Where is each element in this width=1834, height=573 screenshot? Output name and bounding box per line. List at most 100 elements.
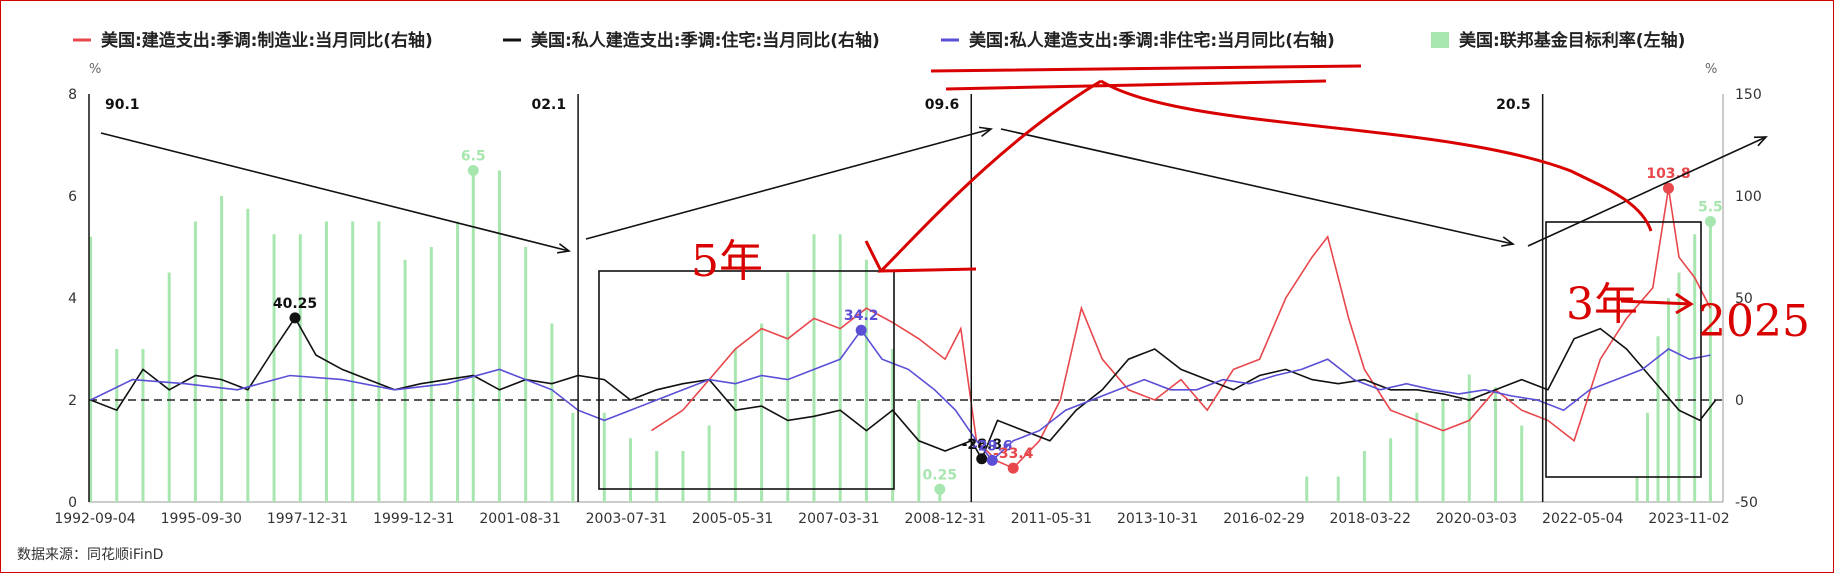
rate-bar-43 (1635, 476, 1639, 502)
x-tick-7: 2007-03-31 (798, 511, 879, 527)
rate-bar-33 (938, 489, 942, 502)
rate-bar-26 (760, 323, 764, 502)
right-tick-1: 0 (1735, 393, 1744, 409)
series-line-1 (90, 316, 1717, 461)
handwritten-curve-arrow-1 (1100, 79, 1653, 232)
right-tick-3: 100 (1735, 189, 1762, 205)
rate-bar-38 (1415, 412, 1419, 502)
rate-bar-21 (629, 438, 633, 502)
rate-bar-20 (602, 412, 606, 502)
legend-label-0: 美国:建造支出:季调:制造业:当月同比(右轴) (101, 30, 433, 51)
point-label-1: 6.5 (461, 149, 486, 165)
rate-bar-41 (1493, 387, 1497, 502)
rate-bar-32 (917, 400, 921, 502)
handwritten-text-2: 3年 (1566, 279, 1638, 330)
trend-arrow-4 (1527, 136, 1767, 247)
handwritten-arrow-3 (1620, 292, 1694, 315)
left-tick-2: 4 (68, 291, 77, 307)
left-axis-unit: % (89, 62, 101, 77)
rate-bar-11 (377, 221, 381, 502)
point-label-6: -33.4 (993, 446, 1034, 462)
rate-bar-24 (707, 425, 711, 502)
legend-label-1: 美国:私人建造支出:季调:住宅:当月同比(右轴) (531, 30, 880, 51)
rate-bar-37 (1389, 438, 1393, 502)
left-tick-4: 8 (68, 87, 77, 103)
x-tick-10: 2013-10-31 (1117, 511, 1198, 527)
point-label-2: 34.2 (844, 308, 879, 324)
highlight-box-1 (598, 270, 895, 490)
trend-arrow-2 (585, 128, 992, 240)
handwritten-text-1: 5年 (691, 236, 763, 287)
point-label-4: -28.8 (962, 437, 1002, 453)
trend-arrow-1 (100, 132, 570, 252)
rate-bar-39 (1441, 400, 1445, 502)
left-tick-3: 6 (68, 189, 77, 205)
point-label-7: 103.8 (1646, 166, 1690, 182)
rate-bar-40 (1467, 374, 1471, 502)
rate-bar-47 (1677, 272, 1681, 502)
vertical-marker-label-3: 20.5 (1496, 97, 1531, 113)
point-marker-7 (1662, 182, 1674, 194)
x-tick-8: 2008-12-31 (904, 511, 985, 527)
rate-bar-14 (456, 221, 460, 502)
vertical-marker-label-2: 09.6 (925, 97, 960, 113)
x-tick-9: 2011-05-31 (1011, 511, 1092, 527)
legend-swatch-3 (1431, 32, 1449, 48)
x-tick-11: 2016-02-29 (1223, 511, 1304, 527)
x-tick-5: 2003-07-31 (586, 511, 667, 527)
trend-arrow-2-head (979, 126, 993, 138)
rate-bar-16 (497, 170, 501, 502)
rate-bar-1 (115, 349, 119, 502)
x-tick-6: 2005-05-31 (692, 511, 773, 527)
rate-bar-15 (471, 170, 475, 502)
rate-bar-22 (655, 451, 659, 502)
trend-arrow-1-head (557, 243, 571, 254)
left-tick-1: 2 (68, 393, 77, 409)
rate-bar-8 (298, 234, 302, 502)
rate-bar-25 (733, 349, 737, 502)
rate-bar-49 (1708, 221, 1712, 502)
rate-bar-27 (786, 272, 790, 502)
point-marker-2 (855, 324, 867, 336)
rate-bar-12 (403, 259, 407, 502)
x-tick-2: 1997-12-31 (267, 511, 348, 527)
x-tick-14: 2022-05-04 (1542, 511, 1623, 527)
point-marker-5 (986, 454, 998, 466)
handwritten-curve-arrow-2 (864, 79, 1102, 273)
rate-bar-44 (1646, 412, 1650, 502)
rate-bar-23 (681, 451, 685, 502)
x-tick-13: 2020-03-03 (1436, 511, 1517, 527)
point-marker-8 (1704, 216, 1716, 227)
trend-arrow-3 (1000, 128, 1514, 245)
x-tick-15: 2023-11-02 (1648, 511, 1729, 527)
point-marker-1 (467, 165, 479, 176)
vertical-marker-label-1: 02.1 (532, 97, 567, 113)
handwritten-text-3: 2025 (1698, 296, 1810, 347)
point-marker-4 (976, 453, 988, 465)
rate-bar-5 (220, 196, 224, 502)
rate-bar-3 (167, 272, 171, 502)
highlight-box-2 (1545, 221, 1702, 478)
rate-bar-28 (812, 234, 816, 502)
point-label-5: -29.6 (972, 438, 1012, 454)
left-tick-0: 0 (68, 495, 77, 511)
rate-bar-34 (1305, 476, 1309, 502)
x-tick-12: 2018-03-22 (1330, 511, 1411, 527)
trend-arrow-3-head (1501, 236, 1516, 247)
point-label-3: 0.25 (923, 467, 958, 483)
right-tick-0: -50 (1735, 495, 1758, 511)
rate-bar-2 (141, 349, 145, 502)
x-tick-4: 2001-08-31 (479, 511, 560, 527)
trend-arrow-4-head (1753, 136, 1768, 147)
rate-bar-0 (89, 236, 93, 503)
rate-bar-7 (272, 234, 276, 502)
rate-bar-19 (571, 412, 575, 502)
rate-bar-17 (524, 247, 528, 502)
rate-bar-48 (1693, 234, 1697, 502)
series-line-2 (90, 328, 1711, 462)
legend-label-3: 美国:联邦基金目标利率(左轴) (1459, 30, 1685, 51)
rate-bar-13 (429, 247, 433, 502)
rate-bar-45 (1656, 336, 1660, 502)
rate-bar-10 (351, 221, 355, 502)
